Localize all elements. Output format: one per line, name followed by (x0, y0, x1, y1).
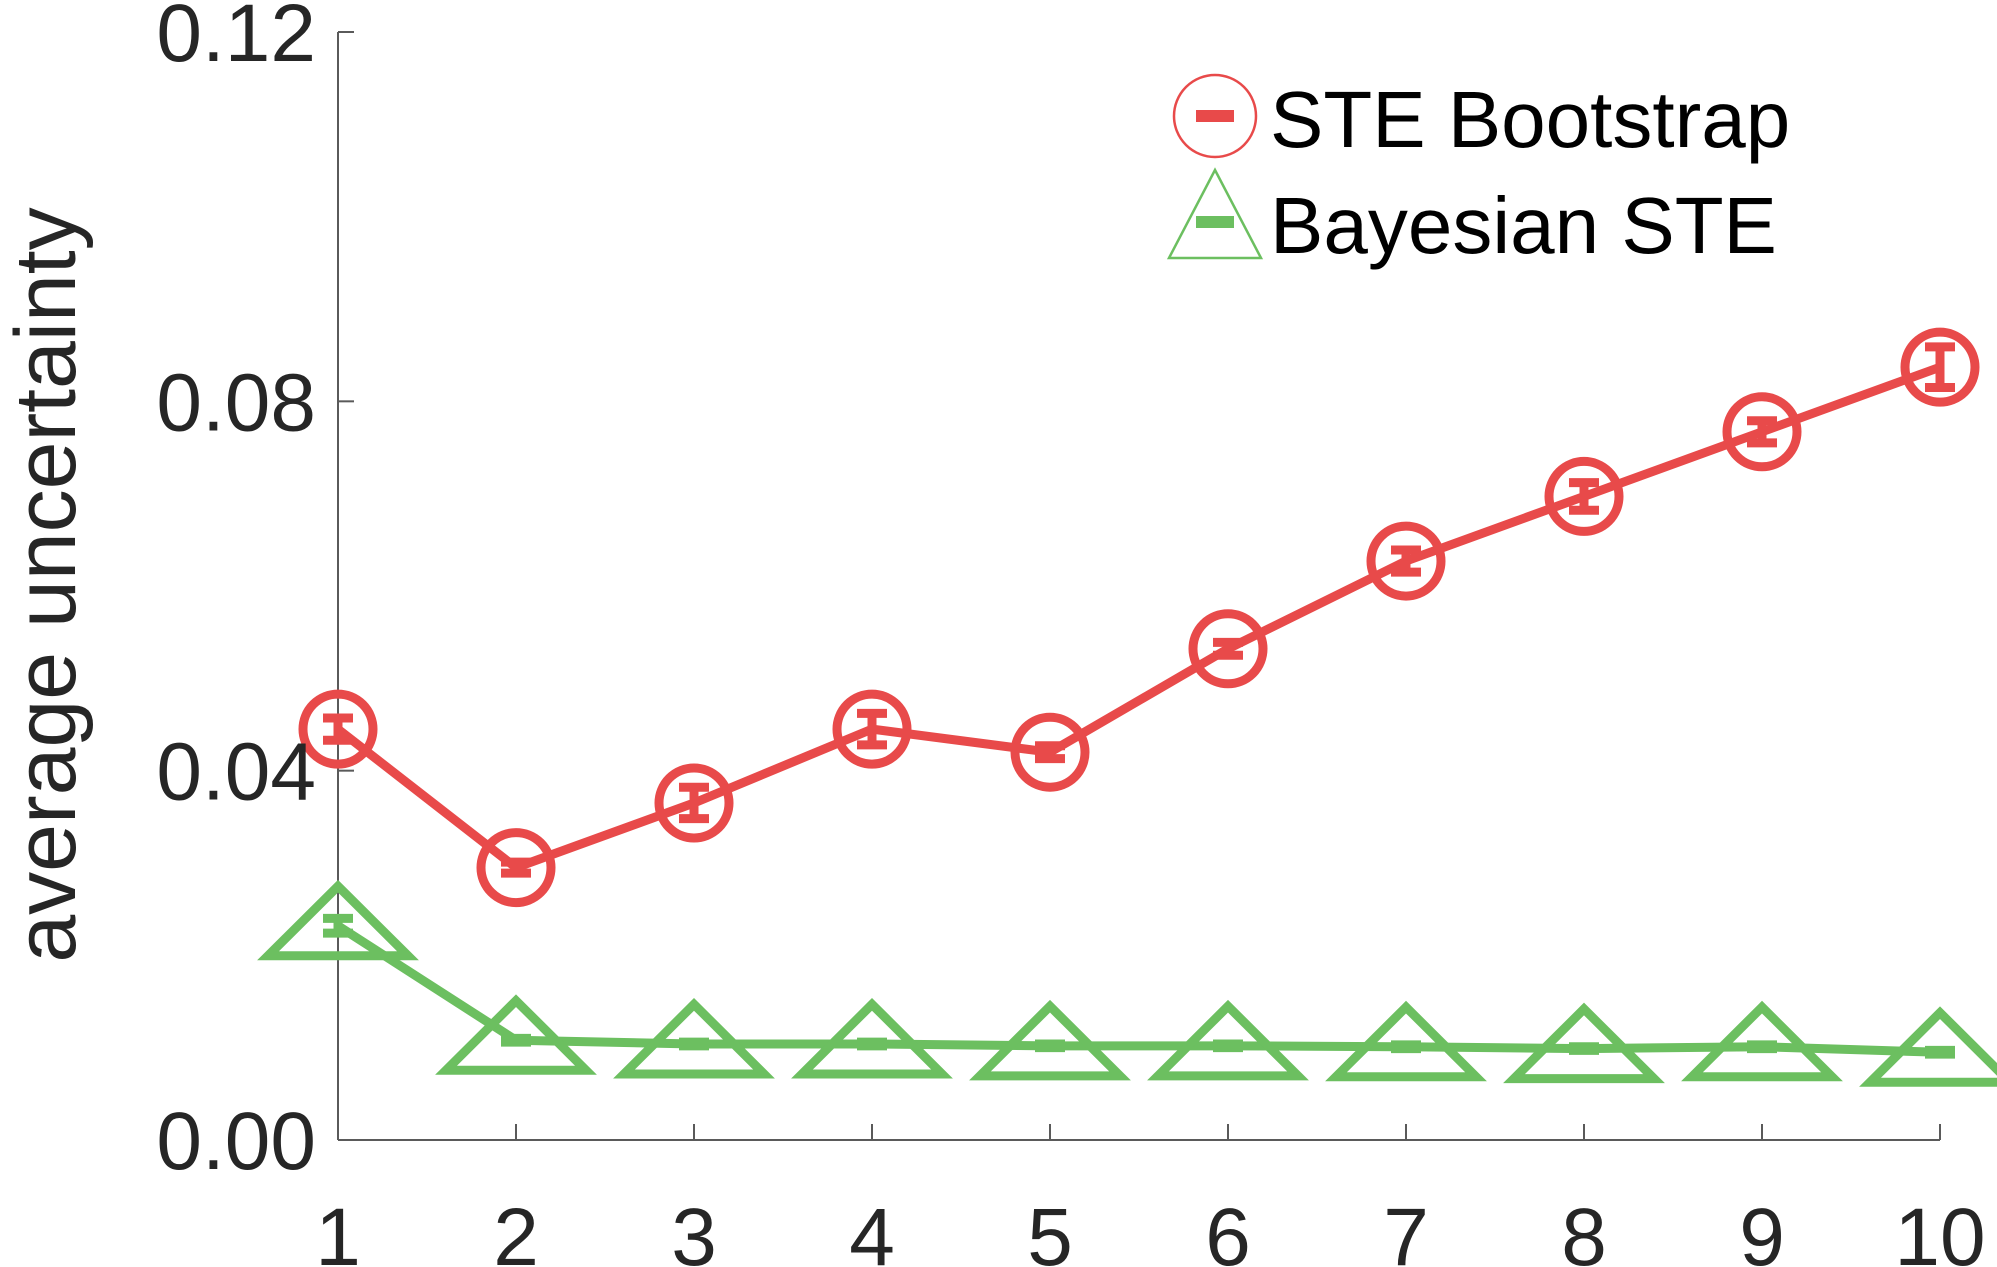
triangle-marker (613, 998, 775, 1079)
error-bar (1213, 1039, 1243, 1053)
circle-marker (1722, 392, 1802, 472)
x-tick-label: 2 (493, 1192, 539, 1267)
circle-marker (654, 763, 734, 843)
triangle-marker (791, 998, 953, 1079)
circle-marker (1188, 609, 1268, 689)
legend-item-ste-bootstrap: STE Bootstrap (1172, 73, 1790, 164)
triangle-marker (1859, 1006, 1997, 1087)
circle-marker (1544, 456, 1624, 536)
y-tick-label: 0.04 (156, 727, 316, 818)
error-bar (1569, 478, 1599, 515)
legend-item-bayesian-ste: Bayesian STE (1166, 167, 1777, 270)
y-axis-label: average uncertainty (0, 207, 94, 962)
circle-marker (298, 689, 378, 769)
triangle-marker (1325, 1000, 1487, 1082)
x-tick-label: 10 (1894, 1192, 1985, 1267)
series-line (335, 362, 1942, 873)
y-tick-label: 0.00 (156, 1096, 316, 1187)
error-bar (679, 782, 709, 824)
tick-labels: 0.00 0.04 0.08 0.12 1 2 3 4 5 6 7 8 9 10 (156, 0, 1985, 1267)
series-line (335, 922, 1941, 1057)
error-bar (1925, 1045, 1955, 1059)
series-bayesian-ste (257, 879, 1997, 1087)
x-tick-label: 4 (849, 1192, 895, 1267)
circle-marker (832, 689, 912, 769)
error-bar (857, 1037, 887, 1051)
legend-dash-icon (1196, 110, 1234, 122)
error-bar (323, 713, 353, 745)
x-tick-label: 9 (1739, 1192, 1785, 1267)
triangle-marker (257, 879, 419, 961)
error-bar (1213, 637, 1243, 660)
x-tick-label: 6 (1205, 1192, 1251, 1267)
triangle-marker (969, 999, 1131, 1081)
x-tick-label: 7 (1383, 1192, 1429, 1267)
legend-triangle-icon (1166, 167, 1264, 260)
error-bar (501, 857, 531, 878)
error-bar (1925, 342, 1955, 392)
error-bar (1569, 1042, 1599, 1055)
circle-marker (476, 828, 556, 908)
error-bar (1035, 1039, 1065, 1053)
x-tick-label: 1 (315, 1192, 361, 1267)
triangle-marker (435, 994, 597, 1075)
circle-marker (1010, 712, 1090, 792)
triangle-marker (1681, 1000, 1843, 1082)
legend-circle-icon (1172, 73, 1258, 159)
error-bar (323, 913, 353, 938)
error-bar (1391, 1040, 1421, 1054)
y-tick-label: 0.12 (156, 0, 316, 79)
triangle-marker (1503, 1002, 1665, 1084)
circle-marker (1900, 327, 1980, 407)
legend: STE Bootstrap Bayesian STE (1166, 73, 1790, 270)
error-bar (501, 1033, 531, 1047)
y-tick-label: 0.08 (156, 357, 316, 448)
error-bar (679, 1037, 709, 1051)
x-tick-label: 8 (1561, 1192, 1607, 1267)
error-bar (1391, 545, 1421, 577)
plot-area (257, 327, 1997, 1087)
series-ste-bootstrap (298, 327, 1980, 908)
legend-label: STE Bootstrap (1270, 75, 1790, 164)
x-tick-label: 3 (671, 1192, 717, 1267)
circle-marker (1366, 521, 1446, 601)
error-bar (857, 708, 887, 750)
error-bar (1747, 1040, 1777, 1054)
legend-dash-icon (1196, 216, 1234, 228)
triangle-marker (1147, 999, 1309, 1081)
error-bar (1747, 416, 1777, 448)
legend-label: Bayesian STE (1270, 181, 1777, 270)
x-tick-label: 5 (1027, 1192, 1073, 1267)
error-bar (1035, 741, 1065, 764)
